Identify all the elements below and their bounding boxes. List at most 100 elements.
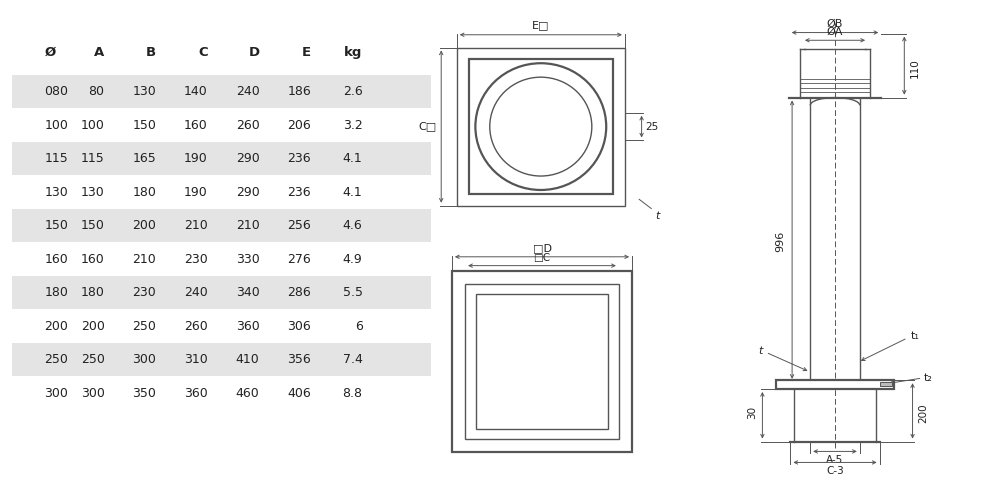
- Text: 30: 30: [747, 406, 757, 420]
- Text: 410: 410: [236, 353, 259, 366]
- Bar: [12, 75, 431, 108]
- Text: 6: 6: [355, 320, 363, 332]
- Bar: [776, 380, 894, 389]
- Bar: [12, 343, 431, 376]
- Text: 240: 240: [184, 286, 208, 299]
- Bar: [476, 294, 608, 429]
- Text: 200: 200: [918, 403, 928, 422]
- Text: 256: 256: [287, 219, 311, 232]
- Circle shape: [490, 77, 592, 176]
- Text: 25: 25: [645, 122, 658, 132]
- Text: 7.4: 7.4: [343, 353, 363, 366]
- Text: 286: 286: [287, 286, 311, 299]
- Text: 100: 100: [81, 118, 105, 132]
- Text: B: B: [146, 46, 156, 59]
- Text: 150: 150: [44, 219, 68, 232]
- Text: 160: 160: [44, 252, 68, 266]
- Text: 186: 186: [287, 85, 311, 98]
- Text: 236: 236: [287, 186, 311, 198]
- Text: 360: 360: [184, 386, 208, 400]
- Text: 80: 80: [89, 85, 105, 98]
- Text: 200: 200: [81, 320, 105, 332]
- Text: 996: 996: [776, 230, 786, 252]
- Bar: [880, 382, 892, 386]
- Text: 160: 160: [81, 252, 105, 266]
- Text: 230: 230: [184, 252, 208, 266]
- Text: t: t: [758, 346, 762, 356]
- Text: 2.6: 2.6: [343, 85, 363, 98]
- Text: □D: □D: [532, 244, 552, 254]
- Text: ØA: ØA: [827, 27, 843, 37]
- Text: 5.5: 5.5: [343, 286, 363, 299]
- Text: 110: 110: [910, 58, 920, 78]
- Text: C□: C□: [418, 122, 436, 132]
- Text: A: A: [94, 46, 105, 59]
- Bar: [452, 270, 632, 452]
- Text: Ø: Ø: [44, 46, 56, 59]
- Text: 250: 250: [44, 353, 68, 366]
- Text: 080: 080: [44, 85, 68, 98]
- Text: 140: 140: [184, 85, 208, 98]
- Text: 206: 206: [287, 118, 311, 132]
- Text: t₁: t₁: [911, 330, 920, 340]
- Text: ØB: ØB: [827, 18, 843, 28]
- Text: 260: 260: [184, 320, 208, 332]
- Text: □C: □C: [533, 254, 551, 264]
- Text: C: C: [198, 46, 208, 59]
- Text: 356: 356: [287, 353, 311, 366]
- Text: D: D: [248, 46, 259, 59]
- Text: 4.1: 4.1: [343, 152, 363, 165]
- Text: 4.9: 4.9: [343, 252, 363, 266]
- Text: 290: 290: [236, 152, 259, 165]
- Text: 340: 340: [236, 286, 259, 299]
- Text: 3.2: 3.2: [343, 118, 363, 132]
- Text: 360: 360: [236, 320, 259, 332]
- Bar: [12, 209, 431, 242]
- Text: 240: 240: [236, 85, 259, 98]
- Text: kg: kg: [344, 46, 363, 59]
- Text: 200: 200: [132, 219, 156, 232]
- Bar: [12, 276, 431, 310]
- Text: 300: 300: [81, 386, 105, 400]
- Text: 115: 115: [44, 152, 68, 165]
- Text: 180: 180: [44, 286, 68, 299]
- Text: 190: 190: [184, 152, 208, 165]
- Text: 276: 276: [287, 252, 311, 266]
- Text: 150: 150: [132, 118, 156, 132]
- Bar: [457, 48, 625, 205]
- Text: 160: 160: [184, 118, 208, 132]
- Text: 200: 200: [44, 320, 68, 332]
- Text: 290: 290: [236, 186, 259, 198]
- Text: C-3: C-3: [826, 466, 844, 476]
- Text: 250: 250: [132, 320, 156, 332]
- Text: 306: 306: [287, 320, 311, 332]
- Text: t₂: t₂: [924, 372, 933, 382]
- Text: 260: 260: [236, 118, 259, 132]
- Text: 330: 330: [236, 252, 259, 266]
- Text: 350: 350: [132, 386, 156, 400]
- Text: 230: 230: [132, 286, 156, 299]
- Circle shape: [475, 63, 606, 190]
- Text: 300: 300: [132, 353, 156, 366]
- Text: 250: 250: [81, 353, 105, 366]
- Bar: [469, 59, 613, 194]
- Text: 100: 100: [44, 118, 68, 132]
- Text: 210: 210: [184, 219, 208, 232]
- Text: 180: 180: [81, 286, 105, 299]
- Text: 130: 130: [44, 186, 68, 198]
- Text: t: t: [655, 212, 659, 222]
- Text: 115: 115: [81, 152, 105, 165]
- Text: 130: 130: [81, 186, 105, 198]
- Text: 150: 150: [81, 219, 105, 232]
- Text: 310: 310: [184, 353, 208, 366]
- Text: E□: E□: [532, 20, 550, 30]
- Text: 210: 210: [132, 252, 156, 266]
- Text: 130: 130: [132, 85, 156, 98]
- Text: 8.8: 8.8: [343, 386, 363, 400]
- Text: 165: 165: [132, 152, 156, 165]
- Text: 406: 406: [287, 386, 311, 400]
- Text: 300: 300: [44, 386, 68, 400]
- Text: E: E: [302, 46, 311, 59]
- Text: 4.1: 4.1: [343, 186, 363, 198]
- Text: 4.6: 4.6: [343, 219, 363, 232]
